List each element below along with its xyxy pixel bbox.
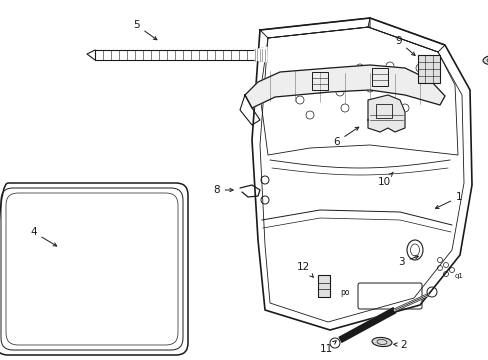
Text: 13: 13 <box>0 359 1 360</box>
Bar <box>375 104 391 118</box>
Text: q1: q1 <box>454 273 463 279</box>
Text: 1: 1 <box>435 192 462 208</box>
Bar <box>379 70 407 86</box>
Text: 7: 7 <box>0 359 1 360</box>
Text: po: po <box>339 288 349 297</box>
Text: 6: 6 <box>332 127 358 147</box>
Polygon shape <box>244 65 444 108</box>
Text: 5: 5 <box>133 20 157 40</box>
Polygon shape <box>367 95 404 132</box>
Ellipse shape <box>406 240 422 260</box>
Text: 4: 4 <box>30 227 57 246</box>
Text: 9: 9 <box>394 36 414 55</box>
Text: 12: 12 <box>296 262 313 277</box>
Ellipse shape <box>371 337 391 347</box>
Text: 10: 10 <box>377 172 392 187</box>
Bar <box>311 72 327 90</box>
Text: 11: 11 <box>319 341 336 354</box>
Polygon shape <box>254 47 266 62</box>
Bar <box>317 275 329 297</box>
Bar <box>294 75 319 93</box>
Bar <box>409 78 431 92</box>
Text: 8: 8 <box>213 185 233 195</box>
Bar <box>371 68 387 86</box>
Bar <box>417 55 439 83</box>
Text: 3: 3 <box>397 256 417 267</box>
Ellipse shape <box>482 55 488 64</box>
Text: 2: 2 <box>393 340 406 350</box>
Bar <box>95 50 254 60</box>
